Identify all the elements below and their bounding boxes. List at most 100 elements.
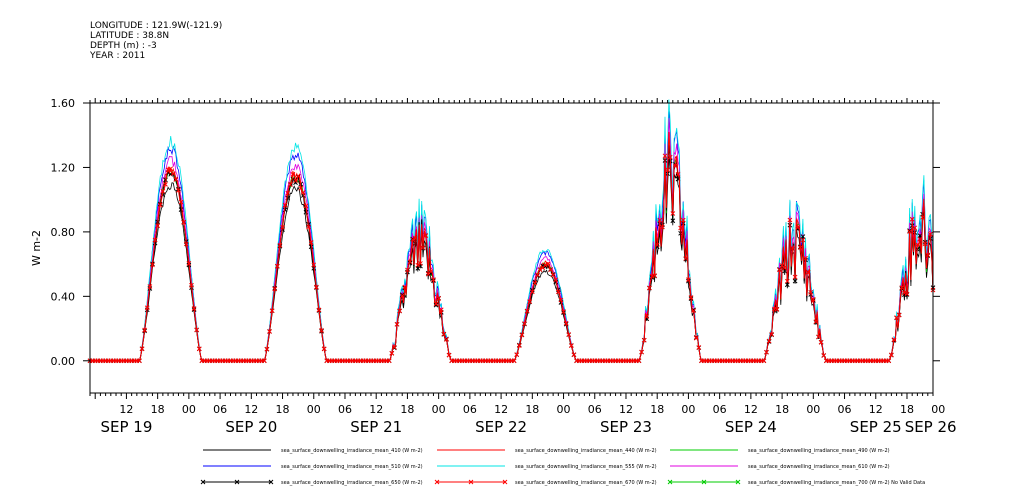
series-marker-7 — [181, 220, 187, 225]
series-marker-7 — [420, 245, 426, 251]
x-tick-label: 18 — [151, 403, 165, 416]
series-marker-7 — [163, 182, 168, 187]
series-marker-7 — [274, 263, 280, 269]
x-tick-label: 12 — [244, 403, 258, 416]
series-marker-7 — [423, 233, 428, 239]
x-tick-label: 12 — [494, 403, 508, 416]
series-marker-7 — [800, 237, 806, 243]
header-year: YEAR : 2011 — [90, 51, 146, 61]
series-marker-7 — [899, 285, 905, 290]
series-marker-7 — [821, 353, 827, 358]
x-tick-label: 12 — [744, 403, 758, 416]
series-marker-7 — [790, 245, 795, 251]
series-marker-7 — [535, 272, 540, 278]
series-marker-7 — [170, 171, 176, 176]
series-marker-7 — [683, 256, 689, 261]
series-marker-7 — [808, 289, 814, 295]
series-marker-7 — [394, 321, 400, 327]
series-marker-7 — [516, 343, 522, 348]
x-tick-label: 00 — [307, 403, 321, 416]
series-marker-7 — [183, 241, 189, 247]
series-marker-7 — [639, 349, 644, 355]
series-marker-7 — [761, 358, 767, 364]
x-tick-label: 00 — [557, 403, 571, 416]
metadata-header: LONGITUDE : 121.9W(-121.9) LATITUDE : 38… — [90, 21, 222, 61]
series-marker-7 — [647, 285, 652, 291]
series-marker-7 — [261, 358, 267, 364]
series-marker-7 — [680, 217, 686, 223]
x-tick-label: 06 — [713, 403, 727, 416]
x-tick-label: 18 — [775, 403, 789, 416]
series-marker-7 — [155, 223, 161, 229]
series-line-7 — [90, 131, 934, 362]
series-marker-7 — [896, 312, 902, 318]
x-tick-label: 18 — [525, 403, 539, 416]
series-marker-7 — [545, 261, 551, 267]
series-marker-7 — [428, 269, 434, 274]
series-marker-7 — [314, 284, 319, 290]
x-day-label: SEP 26 — [905, 418, 957, 436]
x-day-label: SEP 19 — [100, 418, 152, 436]
x-tick-label: 06 — [838, 403, 852, 416]
legend-marker — [234, 479, 240, 485]
series-marker-7 — [522, 321, 527, 326]
series-marker-7 — [189, 282, 194, 288]
x-day-label: SEP 22 — [475, 418, 527, 436]
series-marker-7 — [402, 284, 408, 290]
series-marker-7 — [766, 338, 772, 344]
series-marker-6 — [800, 234, 806, 239]
series-marker-7 — [688, 295, 694, 300]
series-marker-7 — [272, 286, 278, 292]
series-marker-7 — [693, 335, 699, 341]
series-marker-7 — [282, 202, 288, 208]
series-marker-7 — [529, 289, 535, 295]
series-marker-7 — [891, 337, 897, 342]
series-marker-7 — [810, 296, 816, 302]
series-marker-7 — [178, 199, 184, 205]
series-marker-7 — [805, 269, 811, 275]
legend-marker — [735, 479, 741, 485]
legend-marker — [667, 479, 673, 485]
x-day-label: SEP 20 — [225, 418, 277, 436]
x-tick-label: 00 — [182, 403, 196, 416]
series-marker-6 — [784, 282, 790, 288]
series-marker-7 — [764, 349, 769, 355]
legend-label: sea_surface_downwelling_irradiance_mean_… — [748, 464, 890, 470]
series-marker-7 — [922, 241, 928, 247]
axes-group: 0.00 0.40 0.80 1.20 1.60 W m-2 12 18 00 06 12 18 00 0… — [30, 97, 957, 436]
series-marker-7 — [303, 203, 309, 209]
y-tick-label: 0.40 — [51, 290, 76, 303]
series-marker-7 — [920, 214, 925, 220]
x-tick-label: 06 — [588, 403, 602, 416]
series-marker-7 — [909, 216, 915, 222]
series-marker-7 — [649, 274, 655, 279]
series-marker-7 — [392, 344, 397, 350]
series-marker-7 — [139, 346, 145, 352]
series-marker-7 — [412, 235, 418, 241]
series-marker-7 — [144, 305, 150, 311]
series-marker-7 — [277, 243, 283, 248]
series-marker-7 — [269, 308, 275, 314]
legend-marker — [268, 479, 274, 485]
series-marker-7 — [652, 273, 657, 278]
series-marker-7 — [563, 320, 569, 326]
series-marker-7 — [542, 262, 548, 268]
series-marker-7 — [397, 308, 402, 314]
header-longitude: LONGITUDE : 121.9W(-121.9) — [90, 21, 223, 31]
series-marker-6 — [308, 244, 314, 250]
series-marker-7 — [168, 166, 174, 172]
legend: sea_surface_downwelling_irradiance_mean_… — [200, 448, 925, 486]
series-marker-6 — [163, 177, 168, 183]
series-marker-7 — [511, 358, 517, 364]
series-marker-6 — [907, 228, 912, 233]
series-marker-7 — [665, 167, 670, 173]
x-tick-label: 06 — [213, 403, 227, 416]
legend-marker — [468, 479, 474, 485]
series-marker-7 — [280, 224, 285, 230]
series-marker-7 — [142, 327, 147, 333]
series-marker-6 — [670, 218, 676, 224]
series-line-5 — [90, 118, 934, 362]
series-marker-7 — [816, 334, 821, 340]
series-marker-7 — [433, 301, 439, 307]
series-marker-7 — [527, 299, 533, 304]
